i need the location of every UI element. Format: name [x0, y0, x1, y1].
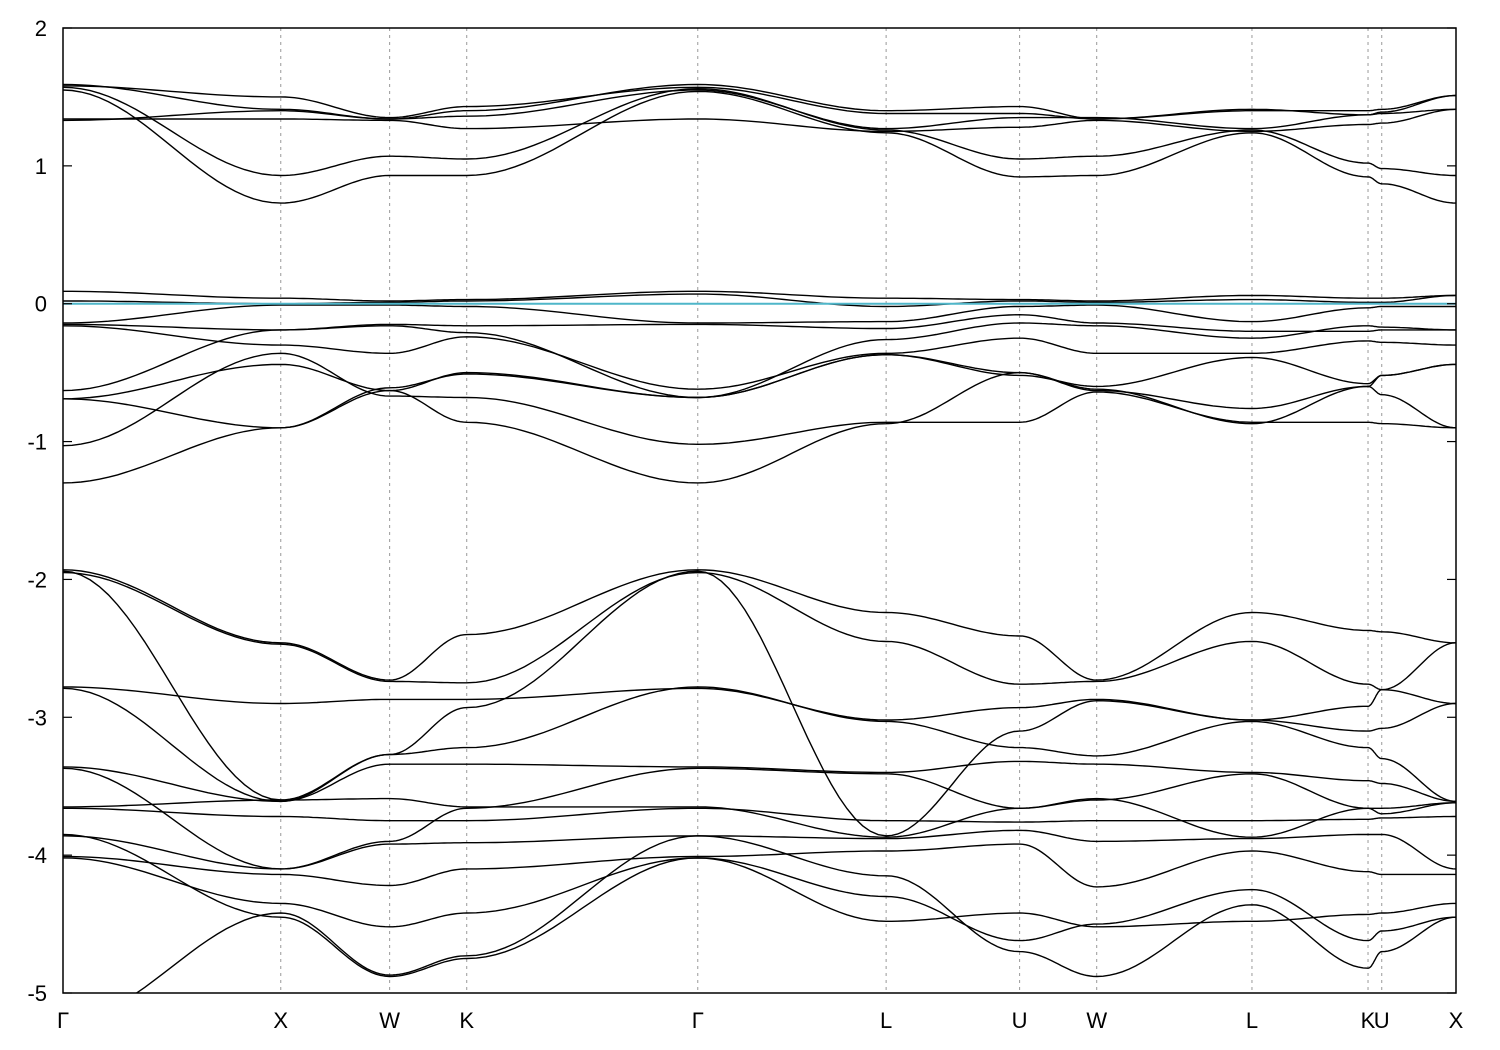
x-tick-label: Γ: [692, 1008, 704, 1033]
band-line-16: [63, 353, 1456, 429]
band-line-30: [135, 835, 1456, 993]
x-tick-label: L: [880, 1008, 892, 1033]
x-tick-label: U: [1012, 1008, 1028, 1033]
x-tick-label: X: [1449, 1008, 1464, 1033]
x-tick-label: L: [1246, 1008, 1258, 1033]
x-tick-label: W: [1086, 1008, 1107, 1033]
band-line-11: [63, 325, 1456, 390]
y-tick-label: -1: [27, 430, 47, 455]
band-lines: [63, 83, 1456, 993]
band-line-23: [63, 767, 1456, 870]
band-line-13: [63, 353, 1456, 400]
band-line-25: [63, 807, 1456, 823]
y-tick-label: 1: [35, 154, 47, 179]
x-tick-label: U: [1374, 1008, 1390, 1033]
x-tick-label: K: [1361, 1008, 1376, 1033]
band-line-4: [63, 89, 1456, 204]
y-tick-label: -5: [27, 981, 47, 1006]
band-line-12: [63, 322, 1456, 399]
x-tick-label: K: [459, 1008, 474, 1033]
band-line-14: [63, 352, 1456, 447]
band-line-10: [63, 313, 1456, 332]
y-axis: 2 1 0 -1 -2 -3 -4 -5: [27, 16, 1456, 1006]
band-line-26: [63, 829, 1456, 870]
band-line-18: [63, 571, 1456, 705]
band-line-28: [63, 857, 1456, 928]
band-line-17: [63, 569, 1456, 681]
band-line-5: [63, 108, 1456, 133]
x-axis: Γ X W K Γ L U W L KU X: [57, 1008, 1464, 1033]
x-tick-label: Γ: [57, 1008, 69, 1033]
band-line-6: [63, 89, 1456, 130]
band-line-21: [63, 686, 1456, 803]
band-line-24: [63, 797, 1456, 838]
band-line-15: [63, 371, 1456, 484]
y-tick-label: -3: [27, 705, 47, 730]
x-tick-label: W: [379, 1008, 400, 1033]
band-line-27: [63, 843, 1456, 888]
y-tick-label: -4: [27, 843, 47, 868]
band-line-9: [63, 304, 1456, 324]
k-point-gridlines: [280, 28, 1383, 993]
x-tick-label: X: [273, 1008, 288, 1033]
y-tick-label: 0: [35, 292, 47, 317]
band-line-3: [63, 86, 1456, 177]
band-line-29: [63, 833, 1456, 978]
y-tick-label: -2: [27, 567, 47, 592]
plot-frame: [62, 27, 1457, 994]
band-line-22: [63, 760, 1456, 803]
band-line-20: [63, 686, 1456, 732]
y-tick-label: 2: [35, 16, 47, 41]
band-line-2: [63, 85, 1456, 120]
band-line-7: [63, 290, 1456, 302]
